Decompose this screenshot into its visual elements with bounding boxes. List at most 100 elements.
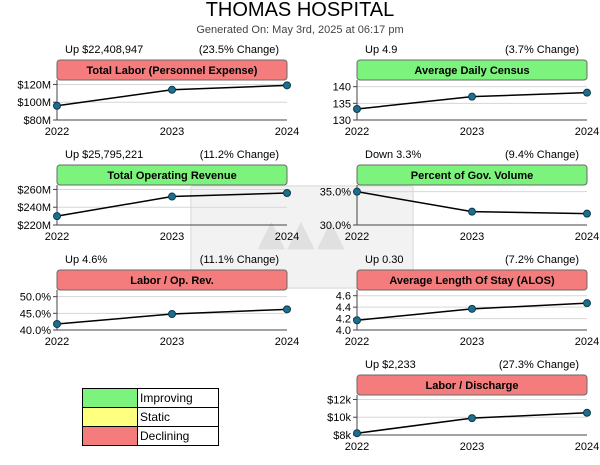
change-summary: Up 4.6% — [65, 254, 107, 266]
x-tick-label: 2024 — [575, 126, 599, 138]
data-point — [583, 408, 591, 417]
watermark-mark: ▲▲▲ — [257, 213, 347, 254]
x-tick-label: 2022 — [345, 336, 369, 348]
y-tick-label: $10k — [327, 412, 351, 424]
legend-label: Declining — [140, 429, 190, 443]
chart-title: Percent of Gov. Volume — [411, 170, 533, 182]
x-tick-label: 2022 — [345, 126, 369, 138]
chart-title: Labor / Op. Rev. — [130, 275, 214, 287]
percent-change: (11.2% Change) — [200, 149, 279, 161]
data-point — [583, 88, 591, 97]
chart-panel: Down 3.3% (9.4% Change) Percent of Gov. Vo… — [320, 149, 599, 243]
y-tick-label: 45.0% — [20, 308, 51, 320]
x-tick-label: 2023 — [160, 336, 184, 348]
legend-label: Improving — [140, 391, 193, 405]
legend-swatch-improving — [83, 389, 138, 407]
data-point — [468, 92, 476, 101]
y-tick-label: $240M — [17, 202, 51, 214]
x-tick-label: 2023 — [460, 231, 484, 243]
page-title: THOMAS HOSPITAL — [205, 0, 395, 21]
x-tick-label: 2022 — [345, 231, 369, 243]
y-tick-label: 4.6 — [336, 291, 351, 303]
data-point — [468, 207, 476, 216]
chart-title: Average Length Of Stay (ALOS) — [389, 275, 555, 287]
percent-change: (7.2% Change) — [505, 254, 579, 266]
change-summary: Up $22,408,947 — [65, 44, 143, 56]
x-tick-label: 2024 — [575, 231, 599, 243]
data-point — [283, 81, 291, 90]
legend-swatch-declining — [83, 427, 138, 445]
data-point — [168, 85, 176, 94]
y-tick-label: $120M — [17, 79, 51, 91]
data-point — [53, 320, 61, 328]
status-banner — [56, 269, 288, 291]
x-tick-label: 2024 — [575, 441, 599, 453]
x-tick-label: 2024 — [575, 336, 599, 348]
chart-panel: Up $2,233 (27.3% Change) Labor / Discharge… — [327, 359, 599, 453]
generated-timestamp: Generated On: May 3rd, 2025 at 06:17 pm — [196, 24, 404, 36]
data-point — [168, 310, 176, 318]
y-tick-label: 35.0% — [320, 187, 351, 199]
chart-panel: Up $22,408,947 (23.5% Change) Total Labor … — [17, 44, 299, 138]
data-point — [283, 305, 291, 314]
y-tick-label: 135 — [333, 98, 351, 110]
x-tick-label: 2023 — [460, 336, 484, 348]
data-point — [168, 192, 176, 201]
y-tick-label: $80M — [23, 115, 51, 127]
percent-change: (3.7% Change) — [505, 44, 579, 56]
legend-swatch-static — [83, 408, 138, 426]
data-point — [583, 299, 591, 308]
change-summary: Up 4.9 — [365, 44, 397, 56]
data-point — [53, 101, 61, 110]
chart-panel: Up $25,795,221 (11.2% Change) Total Operat… — [17, 149, 299, 243]
status-banner — [356, 374, 588, 396]
y-tick-label: 50.0% — [20, 292, 51, 304]
percent-change: (11.1% Change) — [200, 254, 279, 266]
chart-title: Labor / Discharge — [426, 380, 519, 392]
chart-title: Average Daily Census — [414, 65, 529, 77]
change-summary: Up $2,233 — [365, 359, 416, 371]
y-tick-label: 4.0 — [336, 325, 351, 337]
percent-change: (23.5% Change) — [199, 44, 279, 56]
chart-panel: Up 0.30 (7.2% Change) Average Length Of St… — [336, 254, 600, 348]
x-tick-label: 2022 — [45, 231, 69, 243]
chart-title: Total Operating Revenue — [107, 170, 236, 182]
x-tick-label: 2023 — [460, 126, 484, 138]
x-tick-label: 2024 — [275, 126, 299, 138]
data-point — [353, 105, 361, 113]
legend-item-static: Static — [83, 407, 218, 426]
status-banner — [56, 59, 288, 81]
y-tick-label: 40.0% — [20, 325, 51, 337]
change-summary: Up $25,795,221 — [65, 149, 143, 161]
data-point — [468, 304, 476, 313]
chart-title: Total Labor (Personnel Expense) — [87, 65, 258, 77]
status-banner — [356, 269, 588, 291]
y-tick-label: 140 — [333, 82, 351, 94]
percent-change: (27.3% Change) — [499, 359, 579, 371]
data-point — [583, 209, 591, 218]
y-tick-label: 4.2 — [336, 314, 351, 326]
status-legend: Improving Static Declining — [82, 388, 219, 446]
x-tick-label: 2024 — [275, 231, 299, 243]
status-banner — [356, 164, 588, 186]
y-tick-label: $100M — [17, 97, 51, 109]
change-summary: Up 0.30 — [365, 254, 404, 266]
status-banner — [56, 164, 288, 186]
x-tick-label: 2023 — [160, 126, 184, 138]
status-banner — [356, 59, 588, 81]
data-point — [353, 429, 361, 438]
y-tick-label: $12k — [327, 394, 351, 406]
data-point — [353, 187, 361, 196]
y-tick-label: 4.4 — [336, 302, 351, 314]
legend-label: Static — [140, 410, 171, 424]
y-tick-label: $220M — [17, 220, 51, 232]
chart-panel: Up 4.9 (3.7% Change) Average Daily Census 1… — [333, 44, 600, 138]
data-point — [283, 189, 291, 197]
legend-item-improving: Improving — [83, 389, 218, 407]
x-tick-label: 2023 — [160, 231, 184, 243]
data-point — [53, 212, 61, 221]
y-tick-label: $260M — [17, 184, 51, 196]
y-tick-label: 130 — [333, 115, 351, 127]
percent-change: (9.4% Change) — [505, 149, 579, 161]
